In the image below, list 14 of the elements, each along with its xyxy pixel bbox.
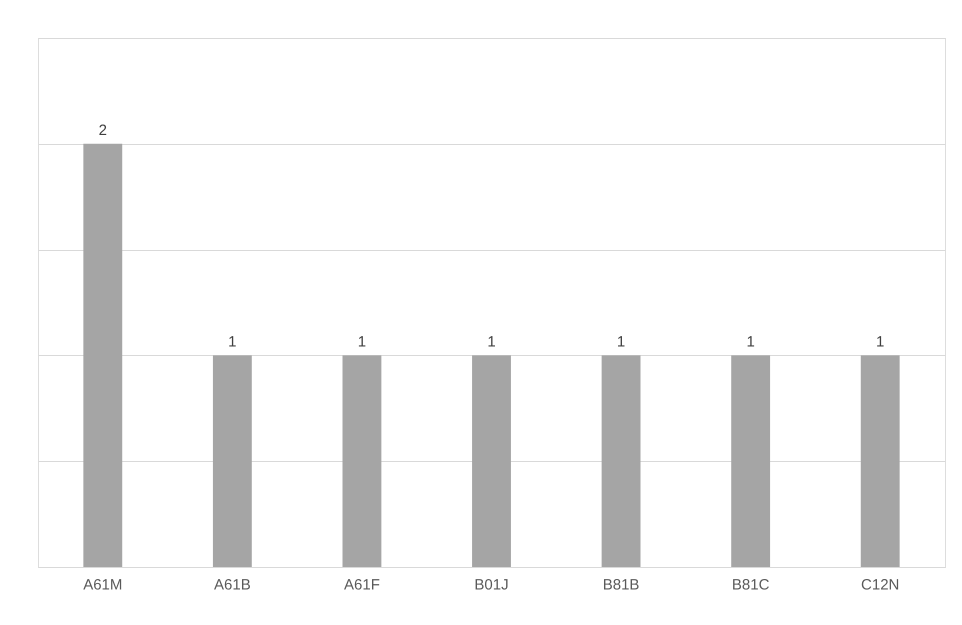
x-tick-label: C12N bbox=[861, 576, 900, 594]
x-tick-label: A61M bbox=[83, 576, 122, 594]
data-label: 1 bbox=[876, 333, 884, 350]
x-tick-label: B01J bbox=[474, 576, 509, 594]
data-label: 1 bbox=[228, 333, 237, 350]
data-label: 1 bbox=[487, 333, 496, 350]
x-tick-label: B81C bbox=[732, 576, 770, 594]
x-tick-label: B81B bbox=[602, 576, 640, 594]
x-tick-label: A61B bbox=[214, 576, 251, 594]
data-label: 1 bbox=[616, 333, 626, 350]
x-tick-label: A61F bbox=[344, 576, 380, 594]
data-label: 1 bbox=[358, 333, 366, 350]
data-label: 1 bbox=[746, 333, 755, 350]
data-label: 2 bbox=[98, 122, 107, 139]
